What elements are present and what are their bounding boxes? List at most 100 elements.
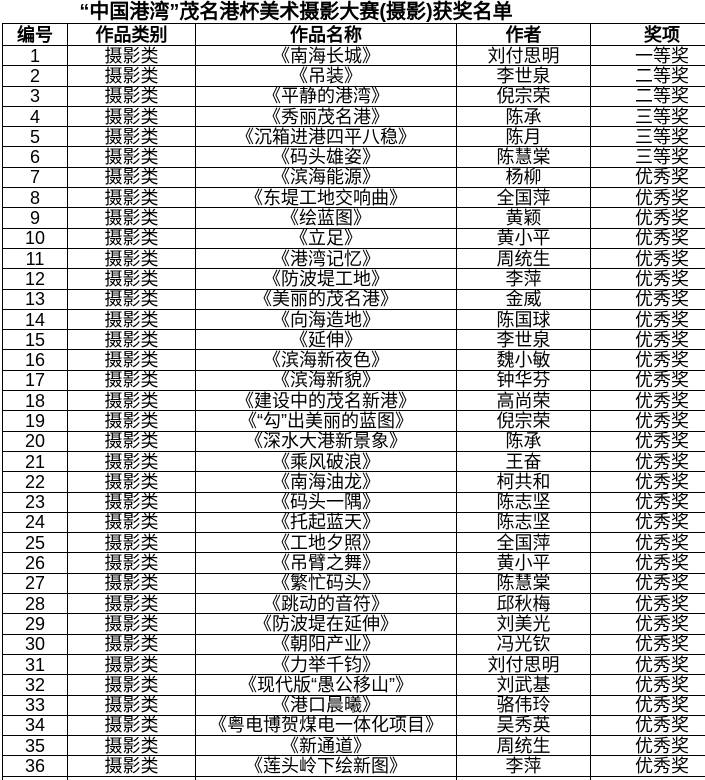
col-header-work-title: 作品名称: [195, 23, 457, 46]
cell-author: 李萍: [456, 755, 591, 777]
cell-category: 摄影类: [67, 85, 196, 107]
cell-category: 摄影类: [67, 552, 196, 574]
cell-category: 摄影类: [67, 714, 196, 737]
cell-author: 刘武基: [456, 674, 591, 696]
cell-work-title: 《南海油龙》: [195, 471, 457, 493]
cell-category: 摄影类: [67, 207, 196, 229]
cell-award: 优秀奖: [590, 207, 705, 229]
cell-work-title: 《跳动的音符》: [195, 593, 457, 615]
cell-award: 优秀奖: [590, 450, 705, 473]
cell-category: 摄影类: [67, 247, 196, 270]
cell-number: 29: [2, 613, 68, 635]
cell-category: 摄影类: [67, 329, 196, 351]
cell-author: 陈志坚: [456, 491, 591, 513]
cell-category: 摄影类: [67, 755, 196, 777]
cell-category: 摄影类: [67, 65, 196, 87]
cell-author: 柯共和: [456, 471, 591, 493]
cell-award: 优秀奖: [590, 268, 705, 290]
cell-category: 摄影类: [67, 511, 196, 534]
cell-award: 优秀奖: [590, 714, 705, 737]
cell-author: 刘付思明: [456, 44, 591, 67]
cell-award: 优秀奖: [590, 410, 705, 432]
cell-author: 倪宗荣: [456, 85, 591, 107]
table-header: 编号 作品类别 作品名称 作者 奖项: [2, 23, 705, 46]
cell-number: 11: [2, 247, 68, 270]
cell-number: 34: [2, 714, 68, 737]
col-header-award: 奖项: [590, 23, 705, 46]
cell-category: 摄影类: [67, 532, 196, 554]
cell-number: 13: [2, 288, 68, 310]
col-header-category: 作品类别: [67, 23, 196, 46]
clipped-next-row: [2, 775, 705, 780]
cell-award: 优秀奖: [590, 430, 705, 452]
cell-author: 陈慧棠: [456, 572, 591, 595]
cell-award: 优秀奖: [590, 166, 705, 189]
cell-work-title: 《平静的港湾》: [195, 85, 457, 107]
cell-work-title: 《滨海能源》: [195, 166, 457, 189]
cell-number: 1: [2, 44, 68, 67]
cell-category: 摄影类: [67, 491, 196, 513]
table-row: 32 摄影类 《现代版“愚公移山”》 刘武基 优秀奖: [2, 674, 705, 696]
table-row: 1 摄影类 《南海长城》 刘付思明 一等奖: [2, 44, 705, 67]
cell-award: 优秀奖: [590, 735, 705, 757]
cell-award: 优秀奖: [590, 349, 705, 371]
cell-category: 摄影类: [67, 613, 196, 635]
table-row: 13 摄影类 《美丽的茂名港》 金威 优秀奖: [2, 288, 705, 310]
cell-work-title: 《南海长城》: [195, 44, 457, 67]
cell-number: 6: [2, 146, 68, 168]
table-row: 8 摄影类 《东堤工地交响曲》 全国萍 优秀奖: [2, 187, 705, 209]
cell-work-title: 《吊装》: [195, 65, 457, 87]
cell-award: 优秀奖: [590, 227, 705, 249]
cell-category: 摄影类: [67, 450, 196, 473]
cell-category: 摄影类: [67, 349, 196, 371]
cell-category: 摄影类: [67, 633, 196, 655]
cell-work-title: 《秀丽茂名港》: [195, 105, 457, 128]
cell-category: 摄影类: [67, 390, 196, 412]
cell-award: 优秀奖: [590, 247, 705, 270]
cell-number: 23: [2, 491, 68, 513]
cell-work-title: 《托起蓝天》: [195, 511, 457, 534]
cell-work-title: 《立足》: [195, 227, 457, 249]
cell-award: 优秀奖: [590, 390, 705, 412]
cell-number: 30: [2, 633, 68, 655]
cell-award: 优秀奖: [590, 532, 705, 554]
cell-work-title: 《防波堤在延伸》: [195, 613, 457, 635]
cell-category: 摄影类: [67, 126, 196, 148]
cell-number: 20: [2, 430, 68, 452]
cell-author: 陈国球: [456, 308, 591, 331]
cell-number: 17: [2, 369, 68, 392]
cell-work-title: 《东堤工地交响曲》: [195, 187, 457, 209]
cell-work-title: 《力举千钧》: [195, 653, 457, 676]
table-row: 29 摄影类 《防波堤在延伸》 刘美光 优秀奖: [2, 613, 705, 635]
cell-category: 摄影类: [67, 288, 196, 310]
cell-work-title: 《滨海新貌》: [195, 369, 457, 392]
cell-number: 3: [2, 85, 68, 107]
cell-number: 16: [2, 349, 68, 371]
cell-number: 32: [2, 674, 68, 696]
cell-work-title: 《工地夕照》: [195, 532, 457, 554]
cell-author: 陈志坚: [456, 511, 591, 534]
table-row: 19 摄影类 《“勾”出美丽的蓝图》 倪宗荣 优秀奖: [2, 410, 705, 432]
cell-category: 摄影类: [67, 572, 196, 595]
table-row: 34 摄影类 《粤电博贺煤电一体化项目》 吴秀英 优秀奖: [2, 714, 705, 737]
cell-award: 优秀奖: [590, 633, 705, 655]
cell-number: 2: [2, 65, 68, 87]
cell-award: 二等奖: [590, 85, 705, 107]
table-row: 33 摄影类 《港口晨曦》 骆伟玲 优秀奖: [2, 694, 705, 716]
cell-work-title: 《防波堤工地》: [195, 268, 457, 290]
cell-award: 一等奖: [590, 44, 705, 67]
cell-category: 摄影类: [67, 735, 196, 757]
cell-number: 8: [2, 187, 68, 209]
cell-author: 冯光钦: [456, 633, 591, 655]
cell-number: 35: [2, 735, 68, 757]
cell-author: 高尚荣: [456, 390, 591, 412]
cell-award: 二等奖: [590, 65, 705, 87]
cell-author: 骆伟玲: [456, 694, 591, 716]
cell-award: 优秀奖: [590, 572, 705, 595]
cell-author: 周统生: [456, 247, 591, 270]
cell-work-title: 《码头雄姿》: [195, 146, 457, 168]
table-row: 27 摄影类 《繁忙码头》 陈慧棠 优秀奖: [2, 572, 705, 595]
cell-work-title: 《深水大港新景象》: [195, 430, 457, 452]
cell-award: 优秀奖: [590, 613, 705, 635]
table-row: 7 摄影类 《滨海能源》 杨柳 优秀奖: [2, 166, 705, 189]
